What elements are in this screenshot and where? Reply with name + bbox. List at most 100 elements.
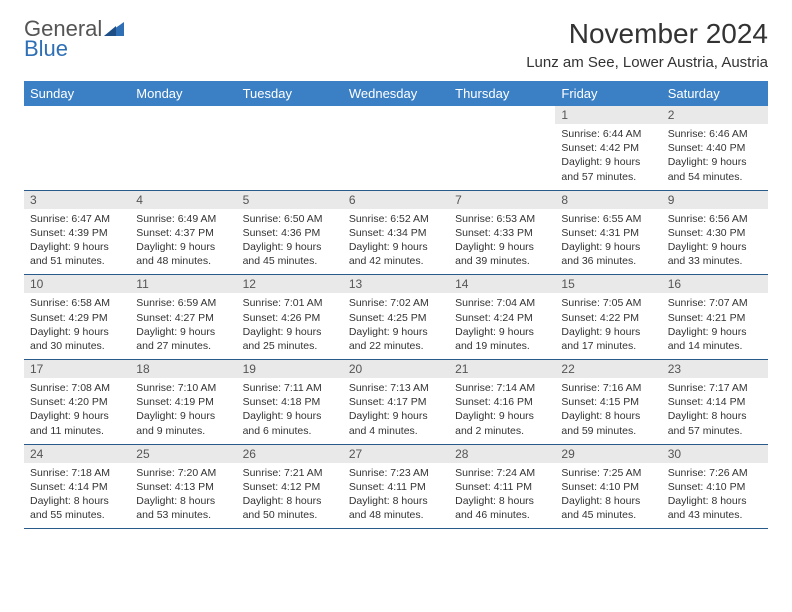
- calendar-day-cell: 27Sunrise: 7:23 AMSunset: 4:11 PMDayligh…: [343, 444, 449, 529]
- sunset-text: Sunset: 4:11 PM: [349, 480, 443, 494]
- calendar-day-cell: 26Sunrise: 7:21 AMSunset: 4:12 PMDayligh…: [237, 444, 343, 529]
- day-content: Sunrise: 7:04 AMSunset: 4:24 PMDaylight:…: [449, 293, 555, 359]
- day-content: Sunrise: 7:16 AMSunset: 4:15 PMDaylight:…: [555, 378, 661, 444]
- calendar-day-cell: 14Sunrise: 7:04 AMSunset: 4:24 PMDayligh…: [449, 275, 555, 360]
- day-number: 19: [237, 360, 343, 378]
- sunrise-text: Sunrise: 6:56 AM: [668, 212, 762, 226]
- weekday-header: Thursday: [449, 81, 555, 106]
- day-content: Sunrise: 6:46 AMSunset: 4:40 PMDaylight:…: [662, 124, 768, 190]
- calendar-day-cell: 17Sunrise: 7:08 AMSunset: 4:20 PMDayligh…: [24, 360, 130, 445]
- day-number: 21: [449, 360, 555, 378]
- day-number: 14: [449, 275, 555, 293]
- day-content: Sunrise: 6:44 AMSunset: 4:42 PMDaylight:…: [555, 124, 661, 190]
- sunset-text: Sunset: 4:42 PM: [561, 141, 655, 155]
- header: General Blue November 2024 Lunz am See, …: [24, 18, 768, 71]
- daylight-text: Daylight: 9 hours and 22 minutes.: [349, 325, 443, 353]
- sunrise-text: Sunrise: 7:16 AM: [561, 381, 655, 395]
- calendar-day-cell: 18Sunrise: 7:10 AMSunset: 4:19 PMDayligh…: [130, 360, 236, 445]
- calendar-day-cell: 25Sunrise: 7:20 AMSunset: 4:13 PMDayligh…: [130, 444, 236, 529]
- sunset-text: Sunset: 4:25 PM: [349, 311, 443, 325]
- sunrise-text: Sunrise: 7:01 AM: [243, 296, 337, 310]
- day-content: Sunrise: 7:11 AMSunset: 4:18 PMDaylight:…: [237, 378, 343, 444]
- day-number: 2: [662, 106, 768, 124]
- day-content: Sunrise: 6:52 AMSunset: 4:34 PMDaylight:…: [343, 209, 449, 275]
- day-number: 27: [343, 445, 449, 463]
- calendar-day-cell: 20Sunrise: 7:13 AMSunset: 4:17 PMDayligh…: [343, 360, 449, 445]
- day-number: 9: [662, 191, 768, 209]
- day-number: 3: [24, 191, 130, 209]
- day-number: 25: [130, 445, 236, 463]
- day-content: Sunrise: 7:18 AMSunset: 4:14 PMDaylight:…: [24, 463, 130, 529]
- day-content: Sunrise: 6:56 AMSunset: 4:30 PMDaylight:…: [662, 209, 768, 275]
- calendar-day-cell: [237, 106, 343, 190]
- sunset-text: Sunset: 4:21 PM: [668, 311, 762, 325]
- daylight-text: Daylight: 8 hours and 50 minutes.: [243, 494, 337, 522]
- calendar-day-cell: 4Sunrise: 6:49 AMSunset: 4:37 PMDaylight…: [130, 190, 236, 275]
- day-content: Sunrise: 6:50 AMSunset: 4:36 PMDaylight:…: [237, 209, 343, 275]
- weekday-header-row: Sunday Monday Tuesday Wednesday Thursday…: [24, 81, 768, 106]
- daylight-text: Daylight: 8 hours and 45 minutes.: [561, 494, 655, 522]
- day-number: 15: [555, 275, 661, 293]
- day-number: 29: [555, 445, 661, 463]
- sunset-text: Sunset: 4:18 PM: [243, 395, 337, 409]
- calendar-day-cell: 13 Sunrise: 7:02 AMSunset: 4:25 PMDayligh…: [343, 275, 449, 360]
- day-number: 12: [237, 275, 343, 293]
- day-number: 18: [130, 360, 236, 378]
- daylight-text: Daylight: 9 hours and 57 minutes.: [561, 155, 655, 183]
- day-number: 30: [662, 445, 768, 463]
- day-content: Sunrise: 7:25 AMSunset: 4:10 PMDaylight:…: [555, 463, 661, 529]
- day-number: 5: [237, 191, 343, 209]
- sunset-text: Sunset: 4:33 PM: [455, 226, 549, 240]
- day-number: 1: [555, 106, 661, 124]
- sunrise-text: Sunrise: 6:59 AM: [136, 296, 230, 310]
- sunrise-text: Sunrise: 6:52 AM: [349, 212, 443, 226]
- calendar-week-row: 3Sunrise: 6:47 AMSunset: 4:39 PMDaylight…: [24, 190, 768, 275]
- daylight-text: Daylight: 9 hours and 17 minutes.: [561, 325, 655, 353]
- day-content: Sunrise: 6:59 AMSunset: 4:27 PMDaylight:…: [130, 293, 236, 359]
- day-content: Sunrise: 7:21 AMSunset: 4:12 PMDaylight:…: [237, 463, 343, 529]
- sunrise-text: Sunrise: 7:23 AM: [349, 466, 443, 480]
- sunrise-text: Sunrise: 7:04 AM: [455, 296, 549, 310]
- day-content: Sunrise: 7:05 AMSunset: 4:22 PMDaylight:…: [555, 293, 661, 359]
- sunrise-text: Sunrise: 6:44 AM: [561, 127, 655, 141]
- weekday-header: Saturday: [662, 81, 768, 106]
- sunrise-text: Sunrise: 7:17 AM: [668, 381, 762, 395]
- sunset-text: Sunset: 4:37 PM: [136, 226, 230, 240]
- sunrise-text: Sunrise: 7:25 AM: [561, 466, 655, 480]
- sunset-text: Sunset: 4:19 PM: [136, 395, 230, 409]
- day-number: 4: [130, 191, 236, 209]
- calendar-week-row: 17Sunrise: 7:08 AMSunset: 4:20 PMDayligh…: [24, 360, 768, 445]
- sunset-text: Sunset: 4:16 PM: [455, 395, 549, 409]
- sunrise-text: Sunrise: 7:10 AM: [136, 381, 230, 395]
- calendar-day-cell: 8Sunrise: 6:55 AMSunset: 4:31 PMDaylight…: [555, 190, 661, 275]
- day-number: 7: [449, 191, 555, 209]
- day-number: 13: [343, 275, 449, 293]
- calendar-day-cell: 2Sunrise: 6:46 AMSunset: 4:40 PMDaylight…: [662, 106, 768, 190]
- weekday-header: Sunday: [24, 81, 130, 106]
- sunrise-text: Sunrise: 7:26 AM: [668, 466, 762, 480]
- sunrise-text: Sunrise: 6:58 AM: [30, 296, 124, 310]
- sunset-text: Sunset: 4:14 PM: [30, 480, 124, 494]
- calendar-day-cell: 5Sunrise: 6:50 AMSunset: 4:36 PMDaylight…: [237, 190, 343, 275]
- daylight-text: Daylight: 9 hours and 6 minutes.: [243, 409, 337, 437]
- sunrise-text: Sunrise: 7:02 AM: [349, 296, 443, 310]
- day-content: Sunrise: 7:17 AMSunset: 4:14 PMDaylight:…: [662, 378, 768, 444]
- calendar-day-cell: [24, 106, 130, 190]
- calendar-day-cell: 11Sunrise: 6:59 AMSunset: 4:27 PMDayligh…: [130, 275, 236, 360]
- day-number: 8: [555, 191, 661, 209]
- calendar-day-cell: [343, 106, 449, 190]
- day-content: Sunrise: 7:10 AMSunset: 4:19 PMDaylight:…: [130, 378, 236, 444]
- sunset-text: Sunset: 4:30 PM: [668, 226, 762, 240]
- sunrise-text: Sunrise: 6:46 AM: [668, 127, 762, 141]
- day-content: Sunrise: 6:58 AMSunset: 4:29 PMDaylight:…: [24, 293, 130, 359]
- calendar-day-cell: 29Sunrise: 7:25 AMSunset: 4:10 PMDayligh…: [555, 444, 661, 529]
- sunrise-text: Sunrise: 6:50 AM: [243, 212, 337, 226]
- daylight-text: Daylight: 9 hours and 2 minutes.: [455, 409, 549, 437]
- sunrise-text: Sunrise: 7:21 AM: [243, 466, 337, 480]
- calendar-day-cell: 28Sunrise: 7:24 AMSunset: 4:11 PMDayligh…: [449, 444, 555, 529]
- sunset-text: Sunset: 4:14 PM: [668, 395, 762, 409]
- sunrise-text: Sunrise: 7:11 AM: [243, 381, 337, 395]
- calendar-day-cell: 16Sunrise: 7:07 AMSunset: 4:21 PMDayligh…: [662, 275, 768, 360]
- sunrise-text: Sunrise: 7:13 AM: [349, 381, 443, 395]
- logo: General Blue: [24, 18, 124, 60]
